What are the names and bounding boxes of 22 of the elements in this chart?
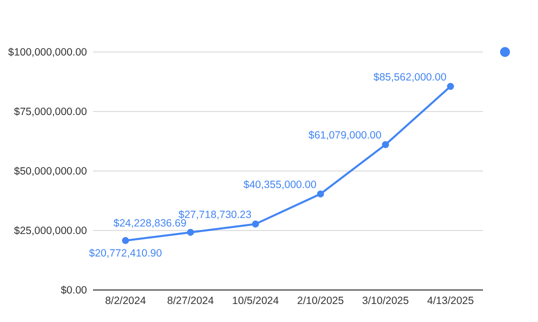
point — [317, 190, 324, 198]
x-tick-label: 3/10/2025 — [362, 295, 410, 307]
point — [122, 237, 129, 244]
data-label: $20,772,410.90 — [89, 248, 162, 260]
x-tick-label: 10/5/2024 — [232, 295, 280, 307]
data-label: $24,228,836.69 — [114, 217, 187, 230]
y-tick-label: $100,000,000.00 — [8, 46, 88, 59]
point — [187, 228, 194, 236]
x-tick-label: 8/2/2024 — [105, 295, 146, 307]
y-tick-label: $0.00 — [60, 284, 88, 297]
y-tick-label: $25,000,000.00 — [14, 225, 88, 238]
y-tick-label: $50,000,000.00 — [14, 166, 88, 178]
point — [447, 82, 454, 90]
x-tick-label: 2/10/2025 — [297, 295, 344, 307]
y-tick-label: $75,000,000.00 — [14, 106, 88, 118]
x-tick-label: 8/27/2024 — [167, 295, 214, 307]
data-label: $40,355,000.00 — [244, 178, 317, 191]
x-tick-label: 4/13/2025 — [427, 295, 474, 307]
point — [252, 220, 259, 228]
data-label: $85,562,000.00 — [374, 71, 447, 84]
point — [382, 141, 389, 148]
data-label: $61,079,000.00 — [308, 130, 382, 142]
